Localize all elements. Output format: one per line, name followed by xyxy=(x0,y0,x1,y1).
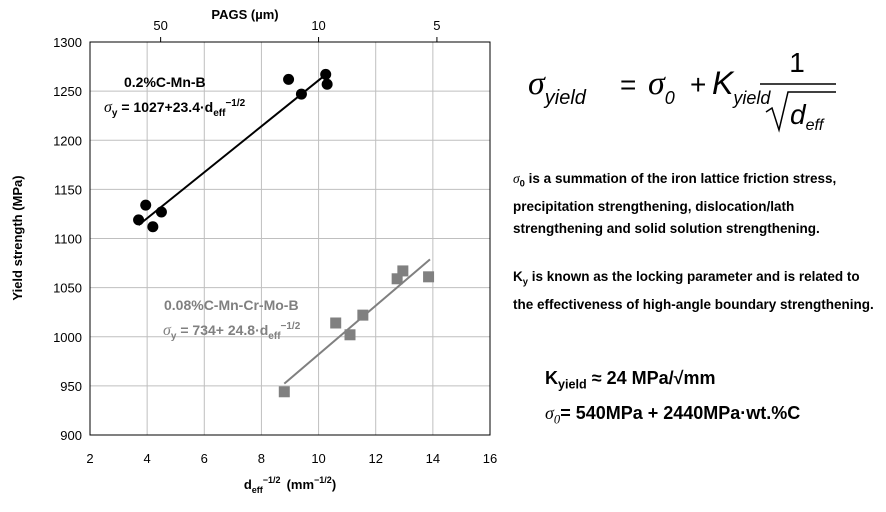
data-point-series-1 xyxy=(133,214,145,226)
sigma0-equation: σ0= 540MPa + 2440MPa·wt.%C xyxy=(545,403,801,427)
kyield-value: Kyield ≈ 24 MPa/√mm xyxy=(545,368,716,392)
data-point-series-1 xyxy=(321,78,333,90)
x-tick-label: 4 xyxy=(144,451,151,466)
data-point-series-2 xyxy=(278,386,290,398)
x-tick-label: 12 xyxy=(368,451,382,466)
top-axis-ticks: 50 10 5 xyxy=(153,18,441,42)
x-tick-label: 10 xyxy=(311,451,325,466)
top-axis-label: PAGS (µm) xyxy=(211,7,278,22)
data-point-series-1 xyxy=(320,68,332,80)
sigma0-note-symbol: σ xyxy=(513,171,520,186)
y-tick-label: 1250 xyxy=(53,84,82,99)
y-tick-label: 1100 xyxy=(54,232,82,247)
ky-note-sub: y xyxy=(522,276,528,288)
data-point-series-2 xyxy=(344,329,356,341)
data-point-series-2 xyxy=(391,273,403,285)
formula-numerator: 1 xyxy=(789,47,805,78)
fit-lines xyxy=(137,72,431,385)
series-2-label: 0.08%C-Mn-Cr-Mo-B xyxy=(164,297,299,313)
data-point-series-1 xyxy=(295,88,307,100)
x-tick-label: 14 xyxy=(426,451,440,466)
formula-denominator: deff xyxy=(790,99,825,134)
top-tick-label: 10 xyxy=(311,18,325,33)
x-axis-label-unit-pre: (mm xyxy=(287,477,314,492)
data-point-series-2 xyxy=(330,317,342,329)
data-point-series-1 xyxy=(155,206,167,218)
data-point-series-2 xyxy=(357,309,369,321)
x-axis-label-d: d xyxy=(244,477,252,492)
formula-equals: = xyxy=(620,69,636,100)
top-tick-label: 50 xyxy=(153,18,167,33)
series-2-equation: σy = 734+ 24.8·deff−1/2 xyxy=(163,321,301,342)
data-point-series-2 xyxy=(397,265,409,277)
x-tick-label: 16 xyxy=(483,451,497,466)
y-tick-label: 950 xyxy=(60,379,82,394)
data-point-series-2 xyxy=(423,271,435,283)
x-tick-label: 6 xyxy=(201,451,208,466)
sigma0-note-text: is a summation of the iron lattice frict… xyxy=(513,171,837,236)
hall-petch-formula: σyield = σ0 + Kyield 1 deff xyxy=(528,47,836,134)
ky-note-symbol: K xyxy=(513,269,523,284)
fit-line-series-2 xyxy=(283,258,431,385)
y-tick-label: 1000 xyxy=(53,330,82,345)
formula-sqrt-sign xyxy=(765,91,836,133)
data-point-series-1 xyxy=(283,73,295,85)
y-axis-ticks: 900 950 1000 1050 1100 1150 1200 1250 1300 xyxy=(53,35,82,443)
y-tick-label: 1200 xyxy=(53,133,82,148)
formula-k: Kyield xyxy=(712,65,771,108)
series-1-equation: σy = 1027+23.4·deff−1/2 xyxy=(104,98,246,119)
x-tick-label: 2 xyxy=(86,451,93,466)
y-axis-label: Yield strength (MPa) xyxy=(10,175,25,300)
y-tick-label: 1050 xyxy=(53,281,82,296)
x-axis-ticks: 2 4 6 8 10 12 14 16 xyxy=(86,451,497,466)
x-axis-label: deff−1/2 (mm−1/2) xyxy=(244,475,336,495)
ky-note-text: is known as the locking parameter and is… xyxy=(513,269,874,312)
formula-plus: + xyxy=(690,69,706,100)
ky-note: Ky is known as the locking parameter and… xyxy=(513,266,883,316)
y-tick-label: 1300 xyxy=(53,35,82,50)
data-point-series-1 xyxy=(147,221,159,233)
fit-line-series-1 xyxy=(137,72,328,226)
sigma0-note-sub: 0 xyxy=(519,178,525,190)
sigma0-note: σ0 is a summation of the iron lattice fr… xyxy=(513,168,883,240)
grid-lines xyxy=(90,42,490,435)
x-tick-label: 8 xyxy=(258,451,265,466)
x-axis-label-sub: eff xyxy=(252,485,264,495)
formula-lhs: σyield xyxy=(528,65,587,109)
plot-area-border xyxy=(89,41,491,436)
y-tick-label: 900 xyxy=(60,428,82,443)
x-axis-label-sup: −1/2 xyxy=(263,475,281,485)
data-points xyxy=(133,68,435,398)
x-axis-label-unit-sup: −1/2 xyxy=(314,475,332,485)
y-tick-label: 1150 xyxy=(54,182,82,197)
top-tick-label: 5 xyxy=(433,18,440,33)
data-point-series-1 xyxy=(140,199,152,211)
formula-sigma0: σ0 xyxy=(648,65,675,108)
x-axis-label-unit-post: ) xyxy=(332,477,336,492)
series-1-label: 0.2%C-Mn-B xyxy=(124,74,206,90)
